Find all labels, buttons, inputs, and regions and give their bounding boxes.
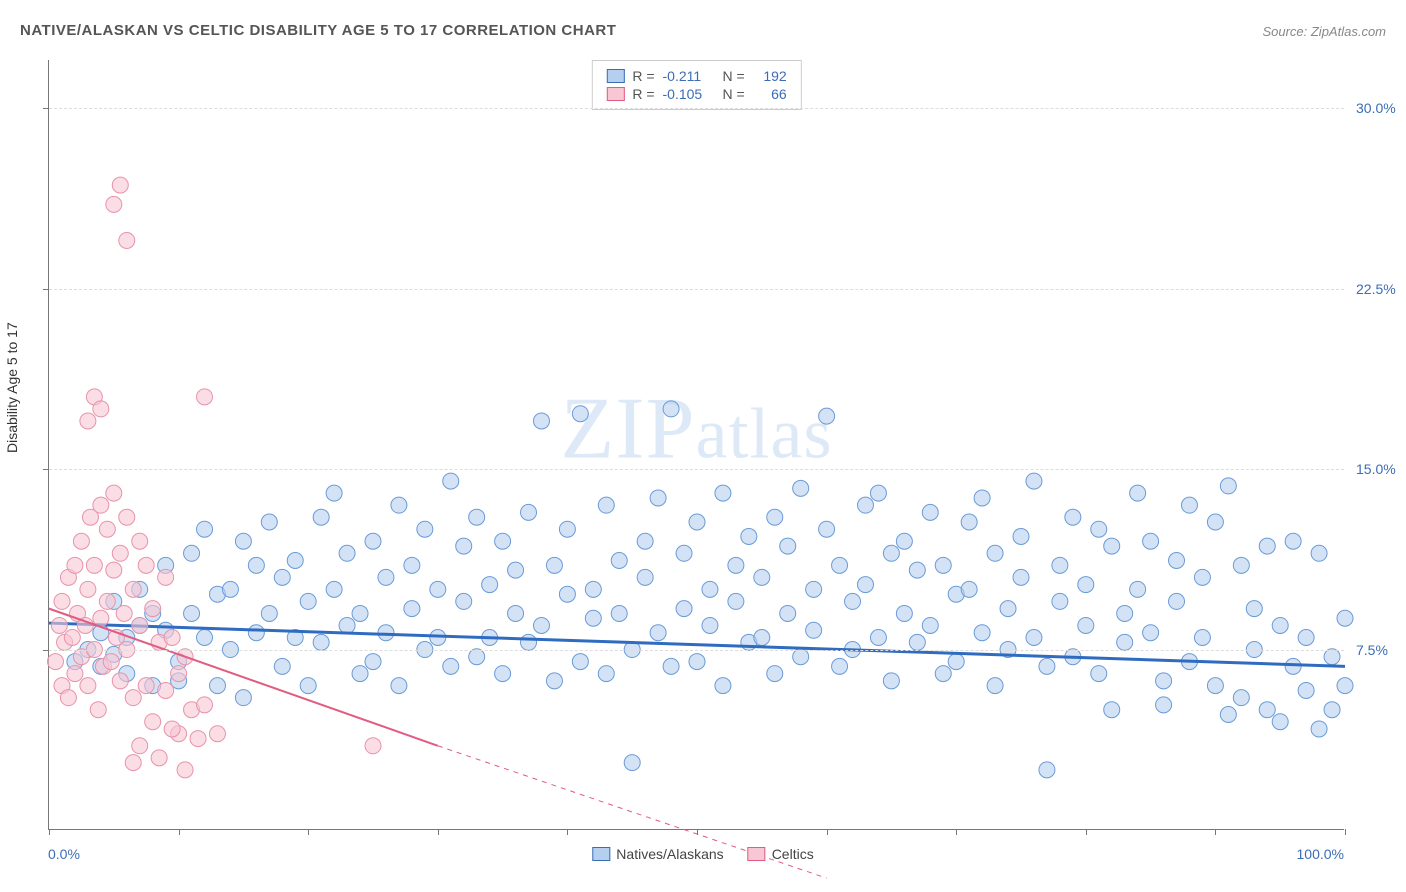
ytick-label: 7.5% <box>1356 642 1388 658</box>
stats-r-label: R = <box>632 86 654 102</box>
xtick-mark <box>567 829 568 835</box>
ytick-label: 30.0% <box>1356 100 1396 116</box>
stats-legend: R = -0.211 N = 192 R = -0.105 N = 66 <box>591 60 801 110</box>
bottom-legend: Natives/Alaskans Celtics <box>592 846 813 862</box>
legend-item-blue: Natives/Alaskans <box>592 846 723 862</box>
xtick-mark <box>1215 829 1216 835</box>
ytick-mark <box>43 108 49 109</box>
xtick-mark <box>49 829 50 835</box>
scatter-svg <box>49 60 1344 829</box>
ytick-label: 22.5% <box>1356 281 1396 297</box>
xtick-mark <box>308 829 309 835</box>
ytick-mark <box>43 650 49 651</box>
ytick-mark <box>43 469 49 470</box>
swatch-pink-icon <box>748 847 766 861</box>
legend-item-pink: Celtics <box>748 846 814 862</box>
stats-row-pink: R = -0.105 N = 66 <box>606 85 786 103</box>
chart-title: NATIVE/ALASKAN VS CELTIC DISABILITY AGE … <box>20 22 616 39</box>
stats-row-blue: R = -0.211 N = 192 <box>606 67 786 85</box>
xtick-mark <box>1086 829 1087 835</box>
y-axis-title: Disability Age 5 to 17 <box>4 322 20 453</box>
xtick-mark <box>179 829 180 835</box>
xtick-mark <box>697 829 698 835</box>
stats-r-label: R = <box>632 68 654 84</box>
x-axis-start-label: 0.0% <box>48 846 80 862</box>
gridline <box>49 108 1344 109</box>
xtick-mark <box>827 829 828 835</box>
gridline <box>49 289 1344 290</box>
xtick-mark <box>1345 829 1346 835</box>
stats-n-value-pink: 66 <box>753 86 787 102</box>
ytick-mark <box>43 289 49 290</box>
ytick-label: 15.0% <box>1356 461 1396 477</box>
stats-n-label: N = <box>723 68 745 84</box>
stats-r-value-blue: -0.211 <box>663 68 715 84</box>
x-axis-end-label: 100.0% <box>1297 846 1344 862</box>
xtick-mark <box>956 829 957 835</box>
stats-r-value-pink: -0.105 <box>663 86 715 102</box>
plot-area: ZIPatlas R = -0.211 N = 192 R = -0.105 N… <box>48 60 1344 830</box>
gridline <box>49 650 1344 651</box>
swatch-pink-icon <box>606 87 624 101</box>
xtick-mark <box>438 829 439 835</box>
stats-n-value-blue: 192 <box>753 68 787 84</box>
source-attribution: Source: ZipAtlas.com <box>1262 24 1386 39</box>
legend-label-blue: Natives/Alaskans <box>616 846 723 862</box>
swatch-blue-icon <box>592 847 610 861</box>
gridline <box>49 469 1344 470</box>
legend-label-pink: Celtics <box>772 846 814 862</box>
swatch-blue-icon <box>606 69 624 83</box>
stats-n-label: N = <box>723 86 745 102</box>
